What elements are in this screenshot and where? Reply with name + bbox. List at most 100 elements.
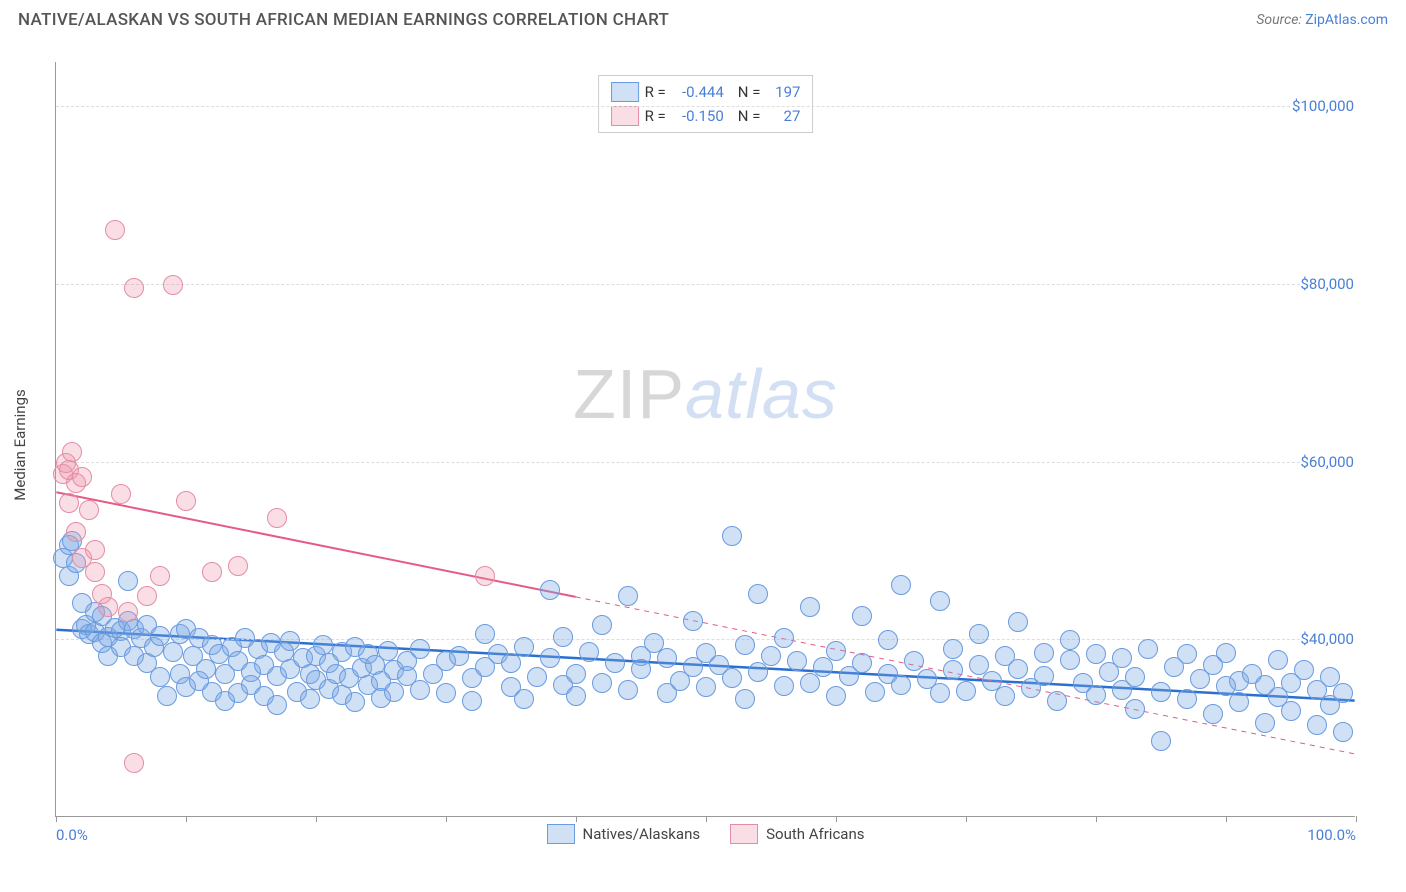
scatter-point-natives xyxy=(865,682,885,702)
scatter-point-natives xyxy=(1008,612,1028,632)
scatter-point-natives xyxy=(592,673,612,693)
scatter-point-southafricans xyxy=(79,500,99,520)
scatter-point-natives xyxy=(514,637,534,657)
scatter-point-natives xyxy=(1333,683,1353,703)
scatter-point-southafricans xyxy=(62,442,82,462)
source-attribution: Source: ZipAtlas.com xyxy=(1256,12,1388,28)
scatter-point-natives xyxy=(631,659,651,679)
scatter-point-natives xyxy=(722,526,742,546)
scatter-point-natives xyxy=(748,662,768,682)
scatter-point-southafricans xyxy=(137,586,157,606)
scatter-point-natives xyxy=(878,630,898,650)
scatter-point-natives xyxy=(774,676,794,696)
scatter-point-southafricans xyxy=(228,556,248,576)
bottom-legend-item-southafricans: South Africans xyxy=(730,824,864,844)
scatter-point-natives xyxy=(735,635,755,655)
scatter-point-southafricans xyxy=(124,753,144,773)
scatter-point-natives xyxy=(1255,713,1275,733)
x-tick xyxy=(186,816,187,822)
scatter-point-natives xyxy=(956,681,976,701)
scatter-point-natives xyxy=(852,606,872,626)
scatter-point-southafricans xyxy=(72,467,92,487)
scatter-point-southafricans xyxy=(66,522,86,542)
chart-container: Median Earnings ZIPatlas R =-0.444N =197… xyxy=(50,50,1390,840)
legend-swatch-natives xyxy=(611,82,639,102)
legend-r-label: R = xyxy=(645,83,666,101)
scatter-point-natives xyxy=(1138,639,1158,659)
scatter-point-natives xyxy=(553,627,573,647)
x-tick xyxy=(316,816,317,822)
scatter-point-natives xyxy=(345,692,365,712)
watermark: ZIPatlas xyxy=(573,354,838,434)
scatter-point-southafricans xyxy=(111,484,131,504)
x-tick-label: 0.0% xyxy=(56,826,88,844)
y-tick-label: $80,000 xyxy=(1300,275,1356,293)
legend-n-label: N = xyxy=(738,83,761,101)
legend-r-value: -0.150 xyxy=(672,107,724,125)
correlation-legend: R =-0.444N =197R =-0.150N =27 xyxy=(598,75,814,133)
scatter-point-natives xyxy=(735,689,755,709)
legend-row-natives: R =-0.444N =197 xyxy=(607,80,805,104)
trendlines xyxy=(56,62,1355,816)
scatter-point-natives xyxy=(540,648,560,668)
scatter-point-natives xyxy=(1216,643,1236,663)
x-tick-label: 100.0% xyxy=(1307,826,1356,844)
scatter-point-natives xyxy=(1008,659,1028,679)
scatter-point-natives xyxy=(800,597,820,617)
scatter-point-natives xyxy=(904,651,924,671)
legend-n-value: 197 xyxy=(766,83,800,101)
scatter-point-natives xyxy=(826,686,846,706)
scatter-point-natives xyxy=(1333,722,1353,742)
scatter-point-natives xyxy=(1294,660,1314,680)
scatter-point-natives xyxy=(566,664,586,684)
scatter-point-natives xyxy=(1086,644,1106,664)
scatter-point-natives xyxy=(501,653,521,673)
scatter-point-natives xyxy=(618,680,638,700)
scatter-point-natives xyxy=(657,648,677,668)
scatter-point-natives xyxy=(1086,685,1106,705)
scatter-point-natives xyxy=(1060,650,1080,670)
series-legend: Natives/AlaskansSouth Africans xyxy=(547,824,865,844)
gridline xyxy=(56,284,1355,285)
x-tick xyxy=(446,816,447,822)
source-link[interactable]: ZipAtlas.com xyxy=(1305,12,1388,28)
scatter-point-southafricans xyxy=(85,562,105,582)
x-tick xyxy=(966,816,967,822)
scatter-point-natives xyxy=(527,667,547,687)
scatter-point-natives xyxy=(157,686,177,706)
chart-title: NATIVE/ALASKAN VS SOUTH AFRICAN MEDIAN E… xyxy=(18,10,669,30)
legend-swatch-southafricans xyxy=(730,824,758,844)
scatter-point-natives xyxy=(995,686,1015,706)
scatter-point-southafricans xyxy=(163,275,183,295)
x-tick xyxy=(56,816,57,822)
scatter-point-natives xyxy=(1151,682,1171,702)
scatter-point-natives xyxy=(1125,699,1145,719)
x-tick xyxy=(706,816,707,822)
scatter-point-southafricans xyxy=(176,491,196,511)
scatter-point-southafricans xyxy=(105,220,125,240)
scatter-point-southafricans xyxy=(59,493,79,513)
scatter-point-southafricans xyxy=(98,597,118,617)
scatter-point-natives xyxy=(683,611,703,631)
scatter-point-natives xyxy=(761,646,781,666)
scatter-point-natives xyxy=(475,624,495,644)
scatter-point-natives xyxy=(1034,643,1054,663)
scatter-point-natives xyxy=(852,653,872,673)
scatter-point-natives xyxy=(774,628,794,648)
scatter-point-natives xyxy=(540,580,560,600)
scatter-point-natives xyxy=(514,689,534,709)
scatter-point-natives xyxy=(384,682,404,702)
scatter-point-natives xyxy=(592,615,612,635)
y-tick-label: $100,000 xyxy=(1292,97,1356,115)
legend-swatch-natives xyxy=(547,824,575,844)
scatter-point-natives xyxy=(1307,715,1327,735)
scatter-point-southafricans xyxy=(85,540,105,560)
scatter-point-natives xyxy=(930,683,950,703)
legend-n-value: 27 xyxy=(766,107,800,125)
scatter-point-natives xyxy=(891,675,911,695)
scatter-point-natives xyxy=(449,646,469,666)
scatter-point-southafricans xyxy=(202,562,222,582)
x-tick xyxy=(576,816,577,822)
scatter-point-natives xyxy=(618,586,638,606)
legend-swatch-southafricans xyxy=(611,106,639,126)
